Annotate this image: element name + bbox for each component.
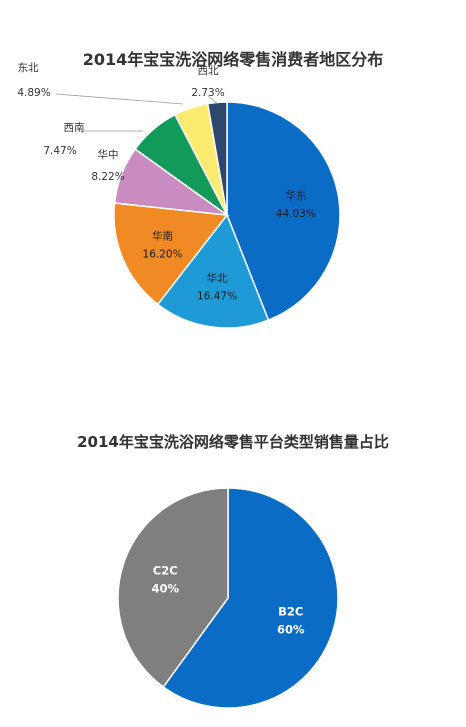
leader-line-xibei — [207, 95, 219, 105]
pie-slice-c2c — [117, 487, 229, 689]
region-pie — [113, 101, 341, 329]
slice-value-huanan: 16.20% — [143, 248, 183, 260]
slice-label-xibei: 西北 — [198, 65, 219, 77]
slice-label-xinan: 西南 — [64, 121, 85, 134]
slice-value-b2c: 60% — [277, 622, 305, 636]
pie-slice-huadong — [226, 101, 341, 322]
chart1-title: 2014年宝宝洗浴网络零售消费者地区分布 — [83, 50, 384, 69]
slice-value-huabei: 16.47% — [197, 290, 237, 302]
slice-label-dongbei: 东北 — [18, 61, 39, 74]
platform-pie-labels: B2C 60% C2C 40% — [151, 564, 305, 637]
slice-label-huanan: 华南 — [152, 229, 173, 242]
pie-slice-b2c — [162, 487, 339, 709]
slice-value-xinan: 7.47% — [43, 145, 76, 157]
chart2-title: 2014年宝宝洗浴网络零售平台类型销售量占比 — [77, 433, 389, 451]
slice-label-huabei: 华北 — [207, 271, 228, 284]
leader-line-dongbei — [55, 93, 184, 105]
slice-value-xibei: 2.73% — [191, 87, 224, 99]
region-pie-labels: 华东 44.03% 华北 16.47% 华南 16.20% 华中 8.22% 西南 7.47% 东北… — [17, 61, 316, 302]
pie-slice-huabei — [156, 213, 270, 329]
pie-slice-huanan — [113, 202, 229, 306]
platform-pie — [117, 487, 339, 709]
slice-label-c2c: C2C — [153, 564, 178, 578]
slice-label-huazhong: 华中 — [98, 148, 119, 161]
slice-value-c2c: 40% — [151, 582, 179, 596]
slice-value-huadong: 44.03% — [276, 208, 316, 220]
slice-label-huadong: 华东 — [285, 189, 306, 202]
slice-value-huazhong: 8.22% — [91, 171, 124, 183]
pie-slice-xibei — [206, 101, 228, 216]
slice-label-b2c: B2C — [278, 604, 303, 618]
slice-value-dongbei: 4.89% — [17, 87, 50, 99]
